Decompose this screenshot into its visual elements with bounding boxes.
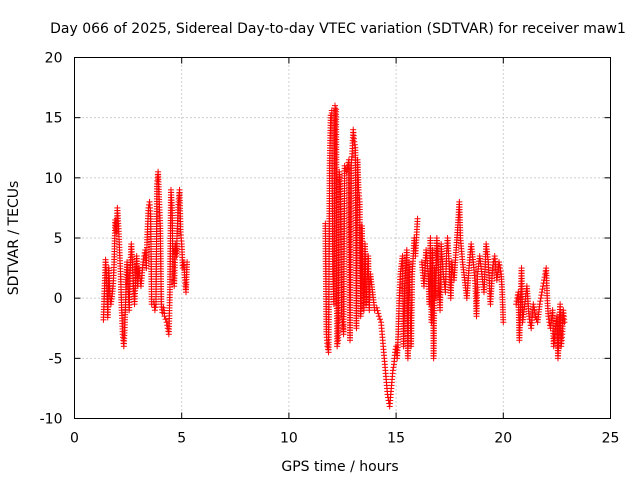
data-point: [184, 259, 191, 266]
x-tick-label: 10: [280, 431, 298, 447]
data-point-fill: [537, 298, 544, 305]
y-axis-label: SDTVAR / TECUs: [6, 181, 22, 296]
data-point: [324, 343, 331, 350]
data-point-fill: [375, 310, 382, 317]
data-point: [389, 367, 396, 374]
y-tick-label: 0: [54, 291, 63, 307]
y-tick-label: 10: [45, 171, 63, 187]
data-point: [334, 343, 341, 350]
data-point-fill: [377, 316, 384, 323]
data-point: [331, 102, 338, 109]
data-point-fill: [390, 364, 397, 371]
data-point-fill: [539, 286, 546, 293]
data-point-fill: [334, 340, 341, 347]
grid-lines: [74, 57, 611, 419]
y-tick-label: 5: [54, 231, 63, 247]
x-tick-label: 20: [494, 431, 512, 447]
data-point-fill: [374, 307, 381, 314]
data-point-fill: [162, 316, 169, 323]
data-points: [100, 102, 568, 410]
x-tick-label: 15: [387, 431, 405, 447]
x-tick-label: 0: [70, 431, 79, 447]
y-tick-label: 20: [45, 51, 63, 67]
data-point: [414, 215, 421, 222]
x-tick-label: 5: [177, 431, 186, 447]
x-tick-labels: 0 5 10 15 20 25: [70, 431, 619, 447]
data-point-fill: [538, 292, 545, 299]
data-point-fill: [152, 304, 159, 311]
data-point-fill: [537, 295, 544, 302]
x-axis-label: GPS time / hours: [281, 459, 398, 475]
y-tick-label: 15: [45, 111, 63, 127]
y-tick-label: -5: [49, 351, 63, 367]
data-point: [375, 313, 382, 320]
data-point-fill: [542, 271, 549, 278]
y-tick-label: -10: [40, 412, 63, 428]
chart-title: Day 066 of 2025, Sidereal Day-to-day VTE…: [50, 21, 626, 37]
data-point: [151, 307, 158, 314]
data-point: [538, 289, 545, 296]
x-tick-label: 25: [602, 431, 620, 447]
y-tick-labels: -10 -5 0 5 10 15 20: [40, 51, 63, 428]
